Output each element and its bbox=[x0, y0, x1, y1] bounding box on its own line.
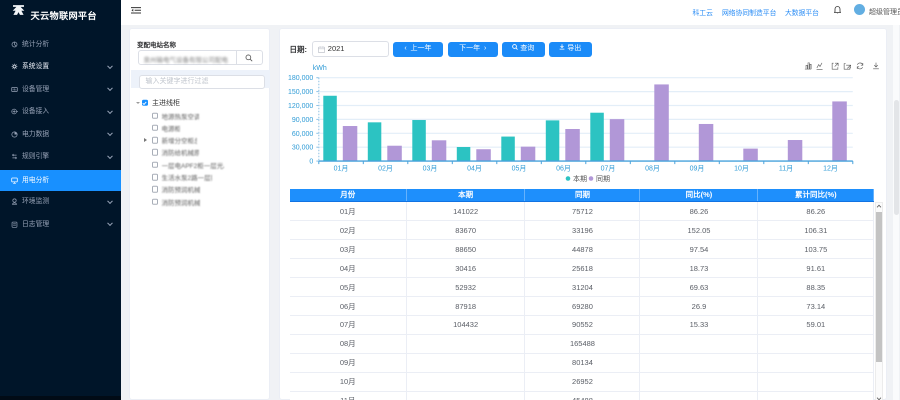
svg-text:07月: 07月 bbox=[601, 165, 616, 173]
svg-text:0: 0 bbox=[309, 159, 313, 166]
svg-text:30,000: 30,000 bbox=[292, 145, 314, 152]
svg-text:150,000: 150,000 bbox=[288, 89, 313, 96]
svg-text:90,000: 90,000 bbox=[292, 117, 314, 124]
svg-text:180,000: 180,000 bbox=[288, 75, 313, 82]
svg-text:60,000: 60,000 bbox=[292, 131, 314, 138]
svg-text:12月: 12月 bbox=[823, 165, 838, 173]
svg-text:120,000: 120,000 bbox=[288, 103, 313, 110]
svg-text:10月: 10月 bbox=[734, 165, 749, 173]
svg-text:01月: 01月 bbox=[334, 165, 349, 173]
svg-text:09月: 09月 bbox=[690, 165, 705, 173]
svg-text:06月: 06月 bbox=[556, 165, 571, 173]
svg-text:04月: 04月 bbox=[467, 165, 482, 173]
svg-text:本期: 本期 bbox=[573, 174, 587, 183]
svg-text:02月: 02月 bbox=[378, 165, 393, 173]
svg-text:kWh: kWh bbox=[313, 65, 327, 72]
svg-text:05月: 05月 bbox=[512, 165, 527, 173]
svg-text:03月: 03月 bbox=[423, 165, 438, 173]
svg-text:08月: 08月 bbox=[645, 165, 660, 173]
svg-text:同期: 同期 bbox=[596, 175, 610, 183]
svg-text:11月: 11月 bbox=[779, 165, 793, 173]
